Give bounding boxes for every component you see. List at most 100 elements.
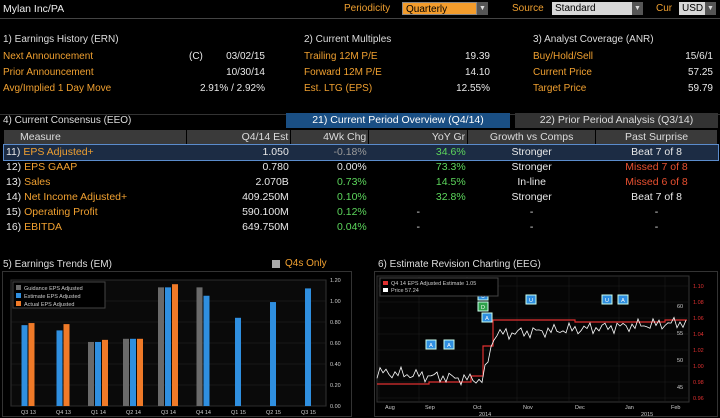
analyst-coverage-title[interactable]: 3) Analyst Coverage (ANR)	[533, 34, 654, 45]
legend-entry: Q4 14 EPS Adjusted Estimate 1.05	[391, 281, 476, 287]
series-line-estimate	[377, 319, 687, 385]
periodicity-select[interactable]: Quarterly	[402, 2, 477, 15]
chevron-down-icon[interactable]: ▼	[632, 2, 643, 15]
bar	[270, 302, 276, 406]
table-row[interactable]: 11) EPS Adjusted+ 1.050 -0.18% 34.6% Str…	[3, 144, 719, 161]
y-tick-label: 1.00	[330, 299, 341, 305]
bar	[95, 341, 101, 406]
trailing-pe-value: 19.39	[464, 51, 490, 62]
bar	[130, 338, 136, 406]
left-tick-label: 45	[677, 385, 683, 391]
right-tick-label: 0.98	[693, 380, 704, 386]
right-tick-label: 0.96	[693, 396, 704, 402]
x-tick-label: Jan	[625, 405, 634, 411]
series-line-price	[376, 316, 687, 386]
table-row[interactable]: 14) Net Income Adjusted+ 409.250M 0.10% …	[6, 191, 682, 203]
bar	[123, 338, 129, 406]
header-growth[interactable]: Growth vs Comps	[467, 130, 597, 145]
prior-announcement-value: 10/30/14	[226, 67, 265, 78]
revision-marker	[481, 312, 493, 323]
avg-move-value: 2.91% / 2.92%	[199, 83, 265, 94]
earnings-history-panel: 1) Earnings History (ERN) Next Announcem…	[3, 34, 273, 97]
estimate-revision-chart-panel: 1.10 1.08 1.06 1.04 1.02 1.00 0.98 0.96 60 55 50 45…	[374, 271, 719, 418]
x-tick-label: Q2 14	[126, 410, 141, 416]
x-tick-label: Q3 13	[21, 410, 36, 416]
top-bar: Mylan Inc/PA Periodicity Quarterly ▼ Sou…	[0, 0, 720, 17]
consensus-title[interactable]: 4) Current Consensus (EEO)	[3, 115, 132, 126]
measure-name: EBITDA	[24, 221, 63, 233]
legend-entry: Estimate EPS Adjusted	[24, 294, 81, 300]
earnings-trends-title[interactable]: 5) Earnings Trends (EM)	[3, 259, 112, 270]
revision-marker	[525, 294, 537, 305]
multiples-title[interactable]: 2) Current Multiples	[304, 34, 392, 45]
buy-hold-sell-value: 15/6/1	[685, 51, 713, 62]
bar	[28, 323, 35, 406]
revision-marker-label: A	[485, 316, 489, 322]
estimate-revision-title[interactable]: 6) Estimate Revision Charting (EEG)	[378, 259, 541, 270]
x-tick-label: Q3 14	[161, 410, 176, 416]
bar	[88, 341, 94, 406]
multiples-panel: 2) Current Multiples Trailing 12M P/E 19…	[304, 34, 494, 97]
legend-swatch	[16, 285, 21, 290]
bar	[158, 287, 164, 406]
right-tick-label: 1.02	[693, 348, 704, 354]
source-select[interactable]: Standard	[552, 2, 632, 15]
earnings-history-title[interactable]: 1) Earnings History (ERN)	[3, 34, 119, 45]
table-row[interactable]: 15) Operating Profit 590.100M 0.12% - - …	[6, 206, 659, 218]
header-surprise[interactable]: Past Surprise	[595, 130, 718, 145]
bar	[165, 287, 171, 406]
current-price-label: Current Price	[533, 67, 592, 78]
revision-marker	[477, 301, 489, 312]
header-est[interactable]: Q4/14 Est	[186, 130, 292, 145]
earnings-trends-chart-panel: 1.20 1.00 0.80 0.60 0.40 0.20 0.00 Q3 13 Q4 13 Q1…	[2, 271, 352, 417]
currency-select[interactable]: USD	[679, 2, 705, 15]
prior-announcement-label: Prior Announcement	[3, 67, 94, 78]
source-label: Source	[512, 3, 544, 14]
measure-name: EPS Adjusted+	[23, 146, 94, 158]
legend	[12, 281, 106, 309]
legend-swatch	[16, 293, 21, 298]
chevron-down-icon[interactable]: ▼	[705, 2, 716, 15]
header-measure[interactable]: Measure	[4, 130, 188, 145]
current-price-value: 57.25	[687, 67, 713, 78]
bar	[102, 339, 108, 406]
security-title: Mylan Inc/PA	[3, 3, 65, 15]
header-yoy[interactable]: YoY Gr	[368, 130, 469, 145]
estimate-revision-chart[interactable]: 1.10 1.08 1.06 1.04 1.02 1.00 0.98 0.96 60 55 50 45…	[375, 272, 719, 418]
checkbox-icon[interactable]	[272, 260, 280, 268]
trailing-pe-label: Trailing 12M P/E	[304, 51, 378, 62]
legend	[379, 277, 499, 297]
legend-swatch	[383, 288, 388, 292]
left-tick-label: 60	[677, 304, 683, 310]
left-tick-label: 55	[677, 331, 683, 337]
y-tick-label: 0.40	[330, 362, 341, 368]
chevron-down-icon[interactable]: ▼	[477, 2, 488, 15]
tab-prior-period[interactable]: 22) Prior Period Analysis (Q3/14)	[515, 113, 718, 128]
right-tick-label: 1.08	[693, 300, 704, 306]
x-tick-label: Dec	[575, 405, 585, 411]
right-tick-label: 1.04	[693, 332, 704, 338]
tab-current-period[interactable]: 21) Current Period Overview (Q4/14)	[286, 113, 510, 128]
table-row[interactable]: 12) EPS GAAP 0.780 0.00% 73.3% Stronger …	[6, 161, 688, 173]
y-tick-label: 1.20	[330, 278, 341, 284]
analyst-coverage-panel: 3) Analyst Coverage (ANR) Buy/Hold/Sell …	[533, 34, 717, 97]
revision-marker-label: A	[621, 298, 625, 304]
periodicity-label: Periodicity	[344, 3, 391, 14]
table-row[interactable]: 16) EBITDA 649.750M 0.04% - - -	[6, 221, 659, 233]
header-4wk-chg[interactable]: 4Wk Chg	[290, 130, 370, 145]
bar	[21, 325, 28, 406]
revision-marker	[425, 339, 437, 350]
q4s-only-label[interactable]: Q4s Only	[285, 258, 327, 269]
measure-name: Net Income Adjusted+	[24, 191, 128, 203]
measure-name: Sales	[24, 176, 51, 188]
measure-name: Operating Profit	[24, 206, 98, 218]
table-row[interactable]: 13) Sales 2.070B 0.73% 14.5% In-line Mis…	[6, 176, 688, 188]
bar	[56, 330, 63, 406]
x-tick-label: Aug	[385, 405, 395, 411]
divider	[0, 18, 720, 19]
earnings-trends-chart[interactable]: 1.20 1.00 0.80 0.60 0.40 0.20 0.00 Q3 13 Q4 13 Q1…	[3, 272, 353, 418]
bar	[137, 338, 143, 406]
revision-marker-label: U	[605, 298, 609, 304]
bar	[235, 317, 241, 406]
y-tick-label: 0.80	[330, 320, 341, 326]
